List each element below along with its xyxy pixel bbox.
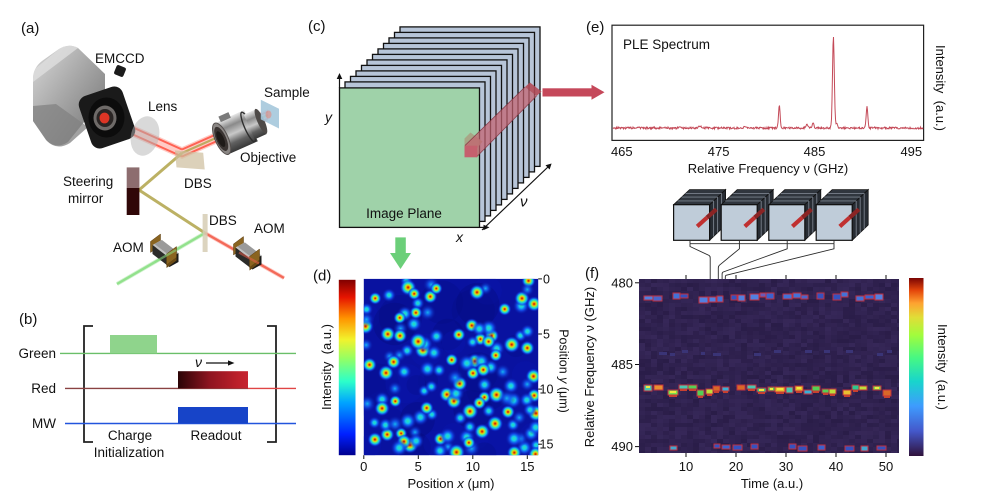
svg-text:ν: ν: [520, 194, 528, 211]
svg-text:10: 10: [466, 459, 480, 474]
svg-text:ν: ν: [195, 354, 202, 370]
svg-text:EMCCD: EMCCD: [95, 51, 145, 66]
svg-text:495: 495: [900, 144, 922, 159]
svg-text:(e): (e): [586, 19, 604, 36]
svg-text:Lens: Lens: [148, 99, 178, 114]
svg-text:485: 485: [804, 144, 826, 159]
svg-text:Intensity (a.u.): Intensity (a.u.): [935, 324, 950, 410]
svg-text:20: 20: [729, 459, 743, 474]
svg-text:0: 0: [360, 459, 367, 474]
svg-text:x: x: [455, 229, 464, 245]
svg-text:Image Plane: Image Plane: [366, 206, 442, 221]
svg-text:Intensity (a.u.): Intensity (a.u.): [319, 324, 334, 410]
svg-text:(b): (b): [19, 311, 37, 328]
svg-text:15: 15: [520, 459, 534, 474]
svg-text:Initialization: Initialization: [94, 445, 165, 460]
svg-text:Relative Frequency ν (GHz): Relative Frequency ν (GHz): [582, 287, 597, 447]
svg-text:(d): (d): [313, 268, 331, 285]
svg-text:480: 480: [611, 275, 633, 290]
svg-text:(a): (a): [21, 20, 39, 37]
svg-text:Readout: Readout: [190, 428, 241, 443]
svg-text:5: 5: [543, 327, 550, 341]
svg-text:490: 490: [611, 439, 633, 454]
svg-text:10: 10: [540, 383, 554, 397]
svg-text:Green: Green: [18, 346, 56, 361]
svg-text:Position x (μm): Position x (μm): [408, 476, 495, 491]
svg-text:10: 10: [679, 459, 693, 474]
svg-text:mirror: mirror: [68, 191, 104, 206]
svg-text:50: 50: [879, 459, 893, 474]
svg-text:Relative Frequency ν (GHz): Relative Frequency ν (GHz): [688, 161, 848, 176]
svg-text:475: 475: [708, 144, 730, 159]
svg-text:y: y: [324, 109, 333, 125]
svg-text:(c): (c): [308, 18, 326, 35]
svg-text:Sample: Sample: [264, 85, 310, 100]
svg-text:DBS: DBS: [184, 176, 212, 191]
svg-text:AOM: AOM: [113, 240, 144, 255]
svg-text:15: 15: [540, 438, 554, 452]
svg-text:0: 0: [543, 272, 550, 286]
svg-text:(f): (f): [585, 265, 599, 282]
svg-text:PLE Spectrum: PLE Spectrum: [623, 37, 710, 52]
svg-text:Position y (μm): Position y (μm): [557, 329, 571, 413]
svg-text:MW: MW: [32, 416, 56, 431]
svg-text:Time (a.u.): Time (a.u.): [741, 476, 803, 491]
svg-text:5: 5: [415, 459, 422, 474]
svg-text:40: 40: [829, 459, 843, 474]
svg-text:Intensity (a.u.): Intensity (a.u.): [933, 45, 948, 131]
svg-text:AOM: AOM: [254, 221, 285, 236]
svg-text:Charge: Charge: [108, 428, 152, 443]
svg-text:465: 465: [611, 144, 633, 159]
svg-text:30: 30: [779, 459, 793, 474]
svg-text:DBS: DBS: [209, 213, 237, 228]
svg-text:485: 485: [611, 357, 633, 372]
svg-text:Red: Red: [31, 381, 56, 396]
svg-text:Steering: Steering: [63, 174, 113, 189]
svg-text:Objective: Objective: [240, 150, 296, 165]
